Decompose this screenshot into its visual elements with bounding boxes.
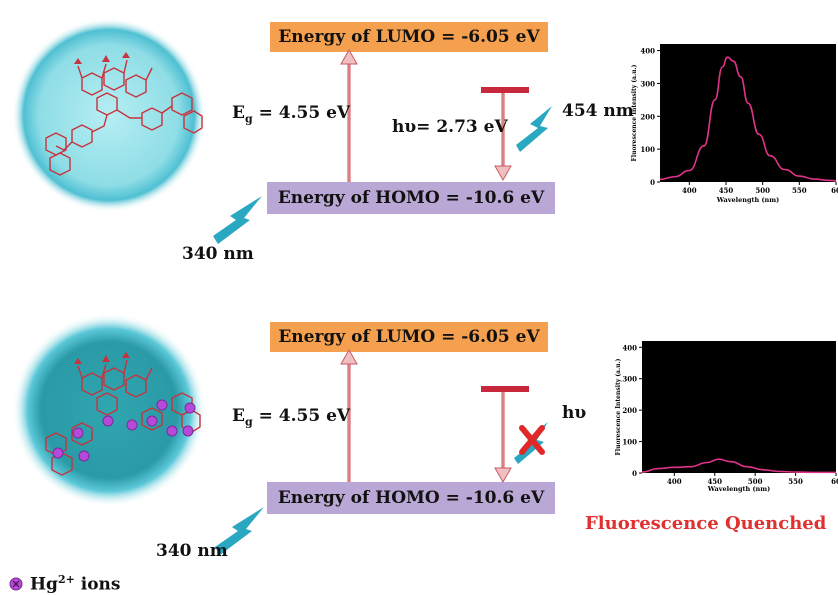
top-homo-box: Energy of HOMO = -10.6 eV: [267, 182, 555, 214]
y-tick-label: 200: [640, 112, 655, 121]
top-red-bar: [481, 87, 529, 93]
fluorescence-quenched-label: Fluorescence Quenched: [585, 513, 827, 534]
top-molecule-sphere: [12, 18, 206, 212]
x-tick-label: 400: [682, 186, 697, 195]
y-tick-label: 300: [622, 375, 637, 384]
bottom-red-bar: [481, 386, 529, 392]
top-excitation-label: 340 nm: [182, 244, 254, 264]
y-tick-label: 200: [622, 406, 637, 415]
top-fluorescence-chart: 0 100 200 300 400 400 450 500 550 60 Wavelength (n…: [631, 44, 838, 204]
series-line: [659, 56, 837, 182]
hg-ion-legend-label: Hg2+ ions: [30, 573, 121, 595]
bottom-excitation-lightning: [215, 507, 264, 555]
bottom-fluorescence-chart: 0 100 200 300 400 400 450 500 550 60 Wavelength (n…: [615, 341, 838, 493]
top-eg-label: Eg = 4.55 eV: [232, 103, 351, 126]
plot-area: [660, 44, 836, 182]
bottom-arrows: [215, 348, 548, 555]
top-excitation-lightning: [213, 196, 262, 244]
plot-area: [642, 341, 836, 473]
bottom-homo-label: Energy of HOMO = -10.6 eV: [277, 488, 545, 508]
x-tick-label: 550: [792, 186, 807, 195]
top-lumo-label: Energy of LUMO = -6.05 eV: [278, 27, 540, 47]
bottom-homo-box: Energy of HOMO = -10.6 eV: [267, 482, 555, 514]
y-tick-label: 0: [650, 178, 655, 187]
x-axis-label: Wavelength (nm): [716, 196, 779, 204]
x-tick-label: 450: [719, 186, 734, 195]
y-axis-label: Fluorescence Intensity (a.u.): [615, 358, 622, 455]
x-tick-label: 400: [667, 477, 682, 486]
bottom-excitation-label: 340 nm: [156, 541, 228, 561]
bottom-molecule-sphere: [12, 313, 206, 507]
top-emission-label: 454 nm: [562, 101, 634, 121]
top-hv-label: hυ= 2.73 eV: [392, 117, 508, 137]
top-lumo-box: Energy of LUMO = -6.05 eV: [270, 22, 548, 52]
y-axis-label: Fluorescence Intensity (a.u.): [631, 64, 638, 161]
bottom-eg-label: Eg = 4.55 eV: [232, 406, 351, 429]
x-tick-label: 450: [707, 477, 722, 486]
hg-ion-legend-icon: [9, 577, 23, 591]
top-arrows: [213, 48, 552, 244]
x-tick-label: 550: [788, 477, 803, 486]
x-axis-label: Wavelength (nm): [707, 485, 770, 493]
y-tick-label: 100: [640, 145, 655, 154]
top-homo-label: Energy of HOMO = -10.6 eV: [277, 188, 545, 208]
top-emission-lightning: [516, 106, 552, 152]
x-tick-label: 60: [831, 477, 838, 486]
y-tick-label: 100: [622, 438, 637, 447]
bottom-lumo-label: Energy of LUMO = -6.05 eV: [278, 327, 540, 347]
x-tick-label: 500: [748, 477, 763, 486]
series-line: [641, 458, 836, 474]
y-tick-label: 300: [640, 79, 655, 88]
bottom-hv-label: hυ: [562, 403, 587, 423]
molecule-structure: [45, 59, 203, 176]
y-tick-label: 400: [640, 47, 655, 56]
molecule-structure-hg: [45, 359, 201, 476]
x-tick-label: 500: [755, 186, 770, 195]
y-tick-label: 400: [622, 343, 637, 352]
bottom-lumo-box: Energy of LUMO = -6.05 eV: [270, 322, 548, 352]
x-tick-label: 60: [831, 186, 838, 195]
hg-ion-dots: [52, 399, 196, 462]
red-x-icon: [519, 425, 545, 455]
y-tick-label: 0: [632, 469, 637, 478]
